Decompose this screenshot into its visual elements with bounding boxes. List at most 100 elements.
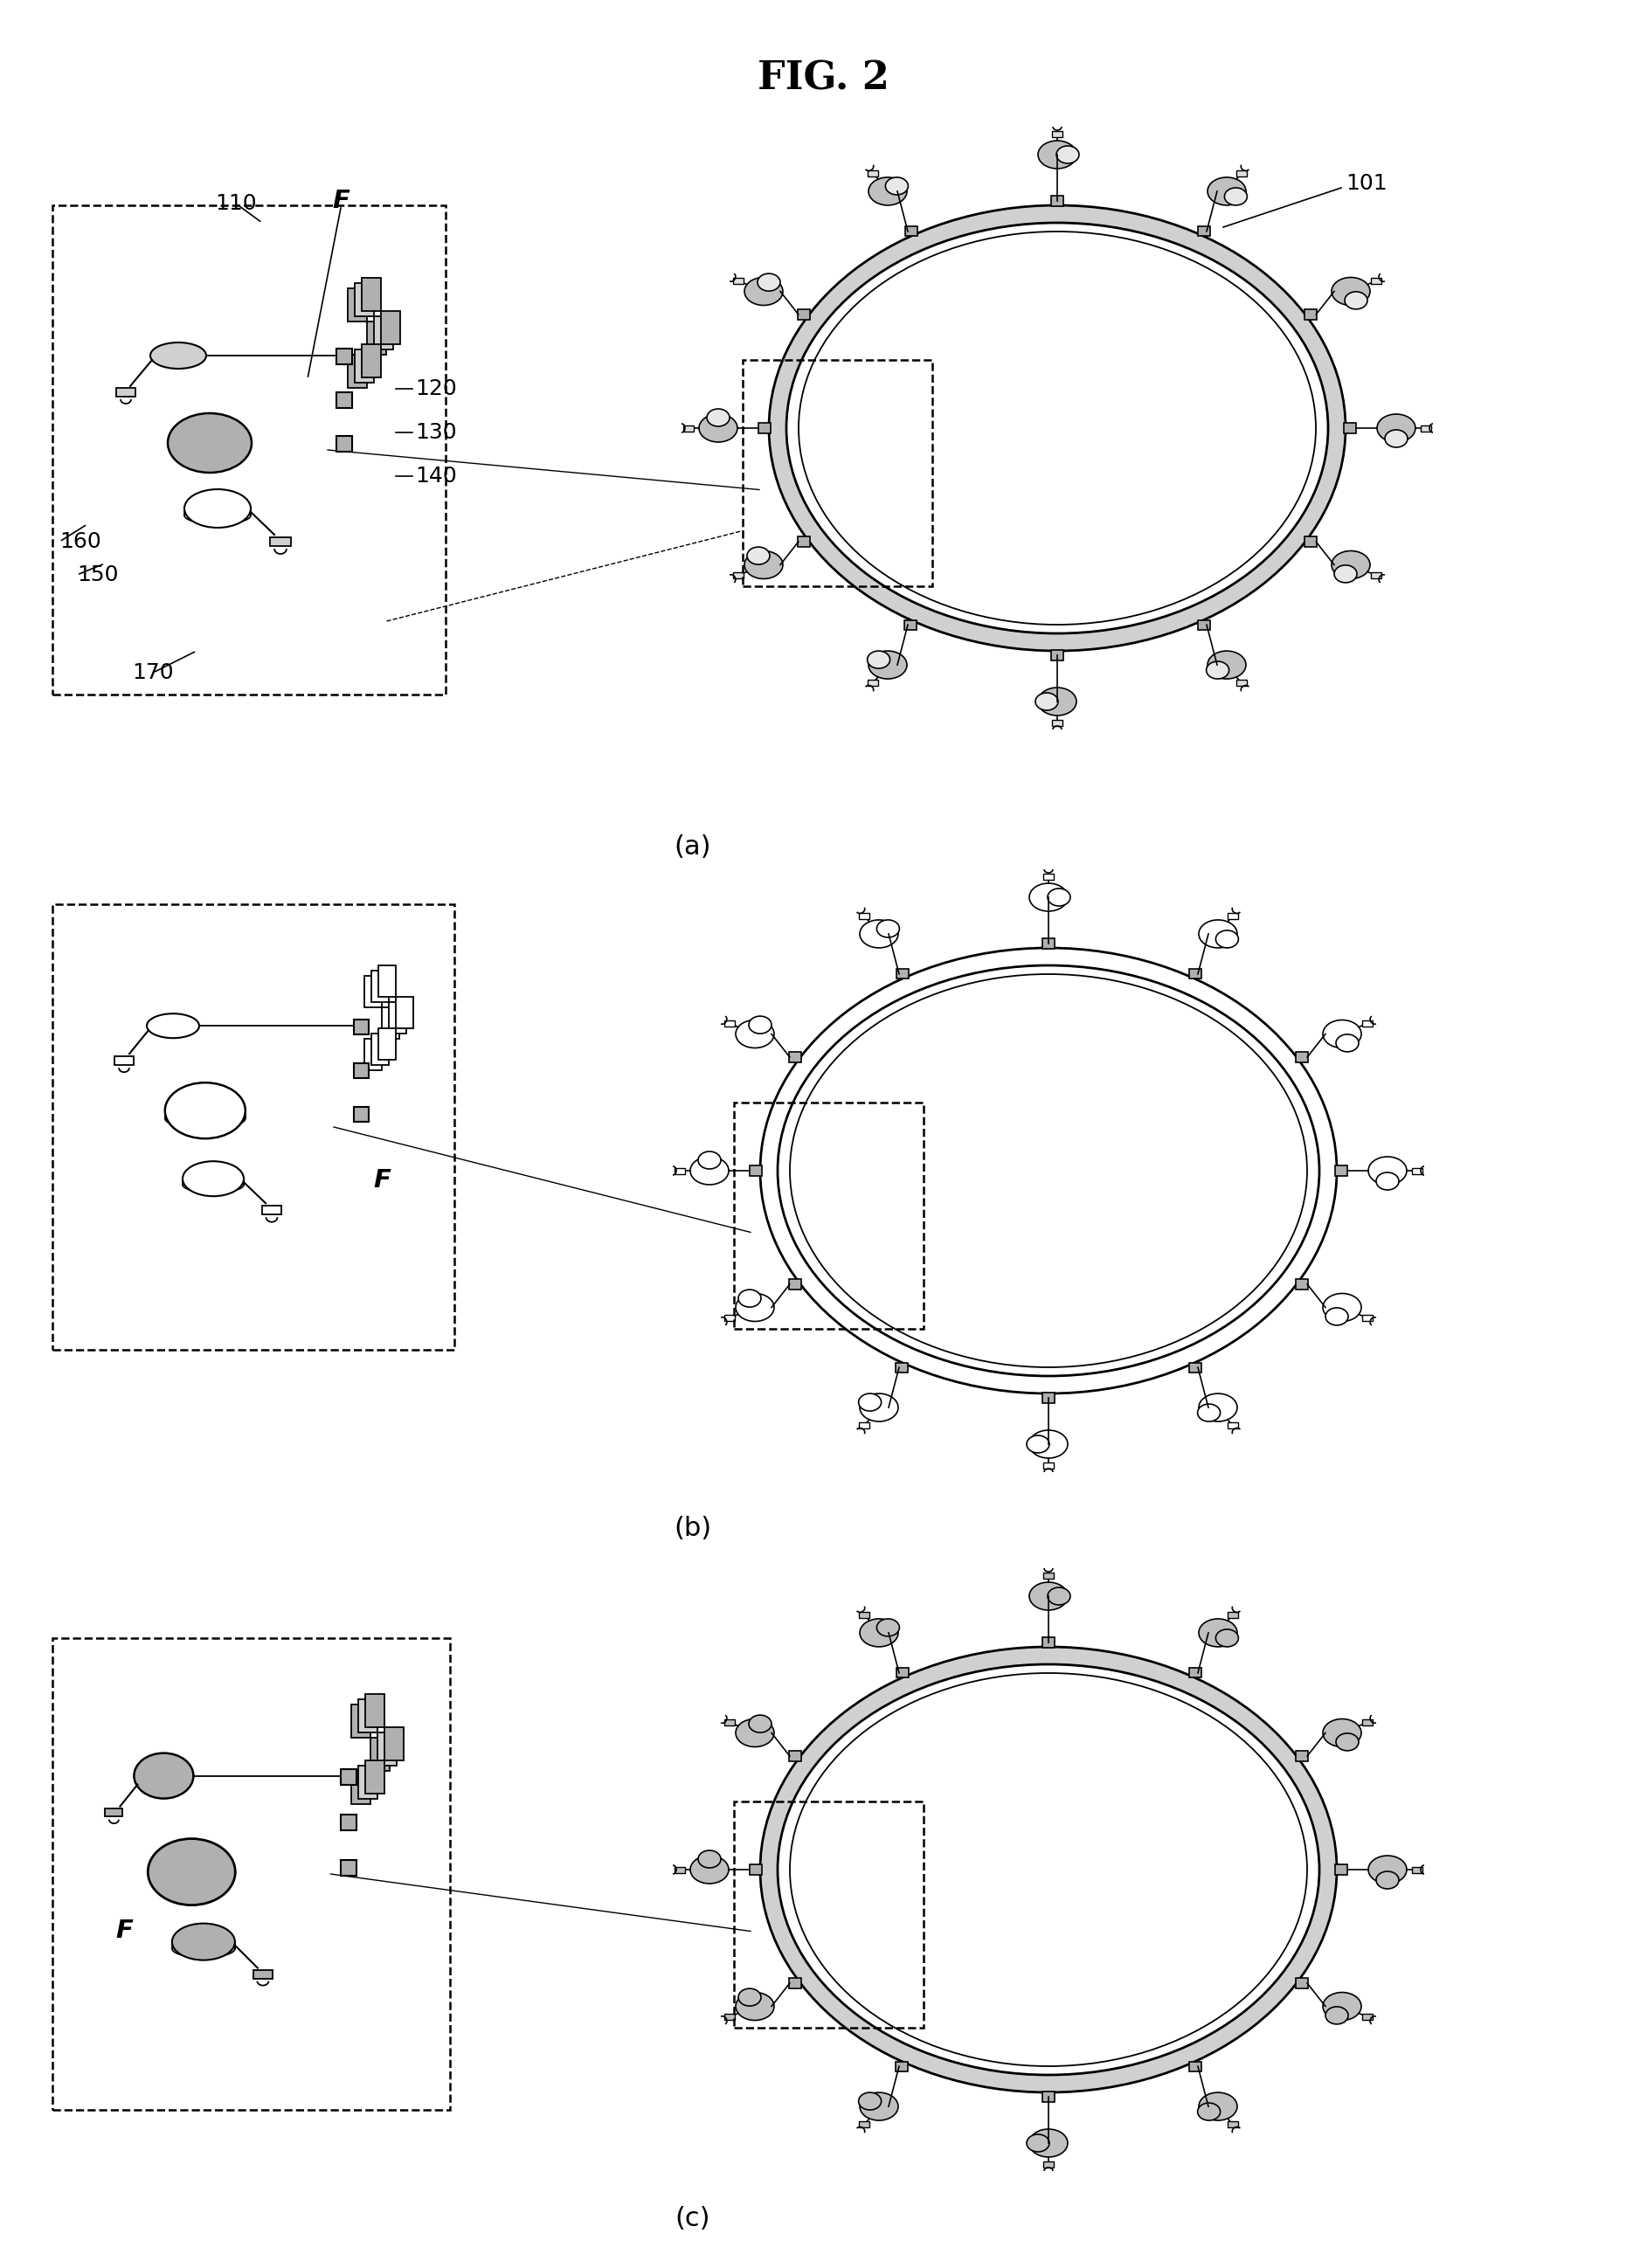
Bar [904, 227, 917, 236]
Bar [1052, 719, 1062, 726]
Ellipse shape [1336, 1034, 1359, 1052]
Ellipse shape [184, 506, 250, 524]
Text: 130: 130 [415, 422, 456, 442]
Bar [1197, 619, 1209, 631]
Ellipse shape [1326, 2007, 1349, 2023]
Bar [372, 1034, 389, 1064]
Bar [1362, 2014, 1374, 2021]
Bar [684, 424, 693, 431]
Text: 110: 110 [216, 193, 257, 213]
Bar [1043, 1393, 1054, 1402]
Ellipse shape [1369, 1157, 1407, 1184]
Bar [1043, 2161, 1054, 2168]
Bar [789, 1751, 800, 1760]
Ellipse shape [707, 408, 730, 426]
Ellipse shape [744, 551, 782, 578]
Bar [735, 1801, 924, 2028]
Bar [254, 1969, 272, 1978]
Ellipse shape [1047, 1588, 1071, 1606]
Ellipse shape [736, 1293, 774, 1322]
Ellipse shape [183, 1177, 244, 1193]
Bar [1227, 912, 1239, 919]
Bar [364, 975, 382, 1007]
Ellipse shape [860, 921, 898, 948]
Bar [351, 1771, 371, 1803]
Bar [354, 1107, 369, 1123]
Bar [858, 1613, 870, 1617]
Ellipse shape [1344, 293, 1367, 308]
Bar [372, 971, 389, 1002]
Bar [336, 392, 352, 408]
Bar [354, 284, 374, 318]
Ellipse shape [858, 1393, 881, 1411]
Bar [379, 966, 395, 996]
Bar [858, 912, 870, 919]
Ellipse shape [769, 206, 1346, 651]
Ellipse shape [1224, 188, 1247, 204]
Bar [1362, 1315, 1374, 1320]
Bar [336, 349, 352, 365]
Ellipse shape [1199, 2093, 1237, 2121]
Bar [743, 361, 932, 585]
Ellipse shape [860, 1393, 898, 1422]
Bar [1043, 1463, 1054, 1467]
Bar [1189, 1363, 1201, 1372]
Bar [725, 1021, 735, 1027]
Bar [749, 1166, 763, 1175]
Ellipse shape [1207, 651, 1245, 678]
Bar [1043, 1637, 1054, 1647]
Bar [341, 1860, 356, 1876]
Text: (a): (a) [674, 835, 712, 860]
Bar [1189, 2062, 1201, 2071]
Ellipse shape [1326, 1309, 1349, 1325]
Ellipse shape [1047, 889, 1071, 905]
Ellipse shape [1323, 1021, 1362, 1048]
Bar [1304, 538, 1318, 547]
Bar [1362, 1021, 1374, 1027]
Ellipse shape [165, 1109, 245, 1129]
Ellipse shape [736, 1991, 774, 2021]
Bar [371, 1737, 390, 1771]
Ellipse shape [1199, 921, 1237, 948]
Bar [896, 968, 907, 980]
Ellipse shape [777, 1665, 1319, 2075]
Bar [1043, 1572, 1054, 1579]
Ellipse shape [876, 1619, 899, 1635]
Text: (c): (c) [675, 2207, 710, 2232]
Bar [359, 1765, 377, 1799]
Bar [1052, 132, 1062, 136]
Ellipse shape [171, 1923, 236, 1960]
Text: 170: 170 [132, 662, 173, 683]
Ellipse shape [1323, 1719, 1362, 1746]
Bar [735, 1102, 924, 1329]
Bar [858, 2121, 870, 2127]
Bar [1296, 1279, 1308, 1288]
Text: F: F [374, 1168, 390, 1193]
Bar [789, 1978, 800, 1989]
Bar [789, 1279, 800, 1288]
Ellipse shape [1331, 277, 1370, 306]
Bar [1197, 227, 1209, 236]
Ellipse shape [1334, 565, 1357, 583]
Bar [1296, 1978, 1308, 1989]
Bar [675, 1867, 685, 1873]
Ellipse shape [690, 1157, 728, 1184]
Bar [389, 1002, 407, 1034]
Ellipse shape [736, 1021, 774, 1048]
Bar [354, 349, 374, 383]
Bar [348, 354, 367, 388]
Bar [1189, 968, 1201, 980]
Bar [348, 288, 367, 322]
Bar [797, 311, 810, 320]
Bar [341, 1814, 356, 1830]
Ellipse shape [1029, 1431, 1067, 1458]
Bar [53, 1637, 450, 2109]
Ellipse shape [147, 1014, 199, 1039]
Bar [1189, 1667, 1201, 1678]
Ellipse shape [1197, 2102, 1220, 2121]
Bar [1336, 1864, 1347, 1876]
Ellipse shape [1199, 1619, 1237, 1647]
Ellipse shape [748, 547, 769, 565]
Bar [896, 1363, 907, 1372]
Text: 101: 101 [1346, 172, 1387, 195]
